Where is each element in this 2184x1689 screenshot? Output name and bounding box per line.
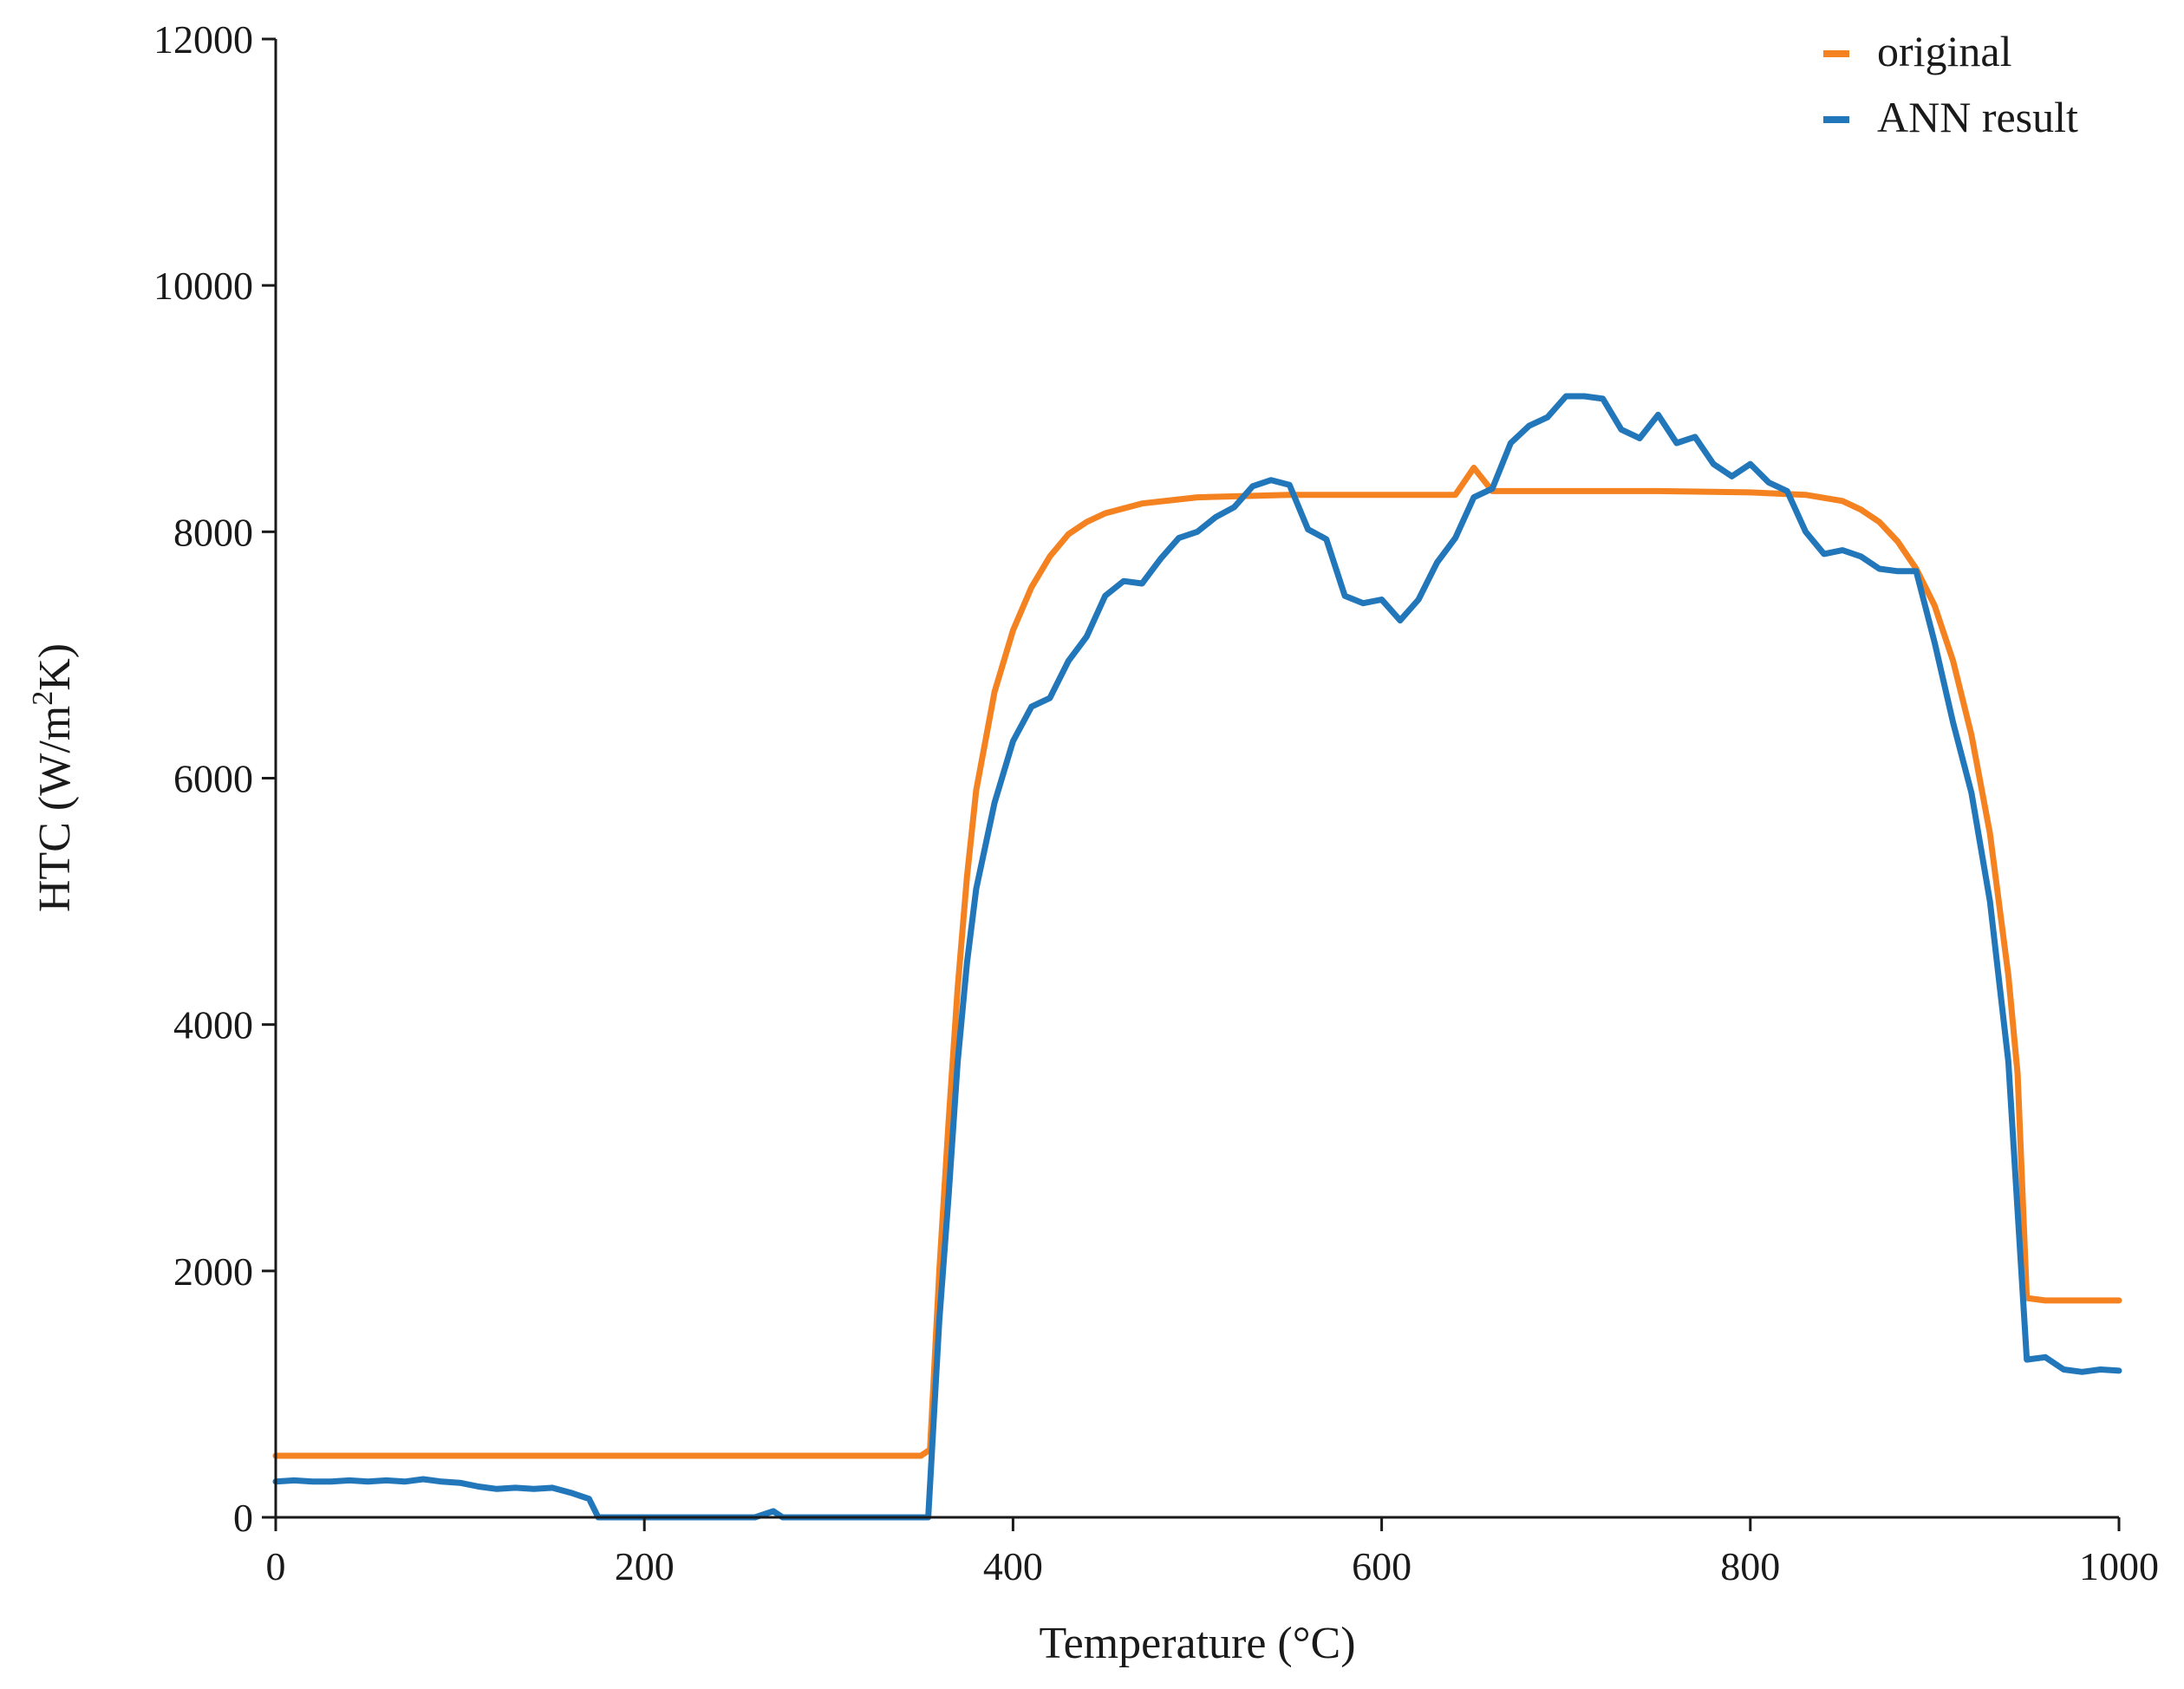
x-tick-label: 800: [1720, 1544, 1780, 1588]
x-axis-title: Temperature (°C): [1039, 1619, 1355, 1668]
y-axis-title: HTC (W/m2K): [27, 643, 80, 912]
y-tick-label: 8000: [173, 510, 253, 554]
x-tick-label: 400: [983, 1544, 1043, 1588]
series-line-ann-result: [272, 393, 2122, 1521]
x-tick-label: 1000: [2079, 1544, 2159, 1588]
y-tick-label: 12000: [153, 17, 253, 62]
series-line-original: [272, 465, 2122, 1459]
x-tick-label: 200: [615, 1544, 675, 1588]
y-tick-label: 4000: [173, 1003, 253, 1047]
legend-label-ann-result: ANN result: [1877, 93, 2078, 141]
series-layer: [272, 393, 2122, 1521]
legend: original ANN result: [1823, 27, 2078, 141]
axes-layer: [274, 39, 2119, 1519]
y-tick-label: 2000: [173, 1249, 253, 1294]
ticks-layer: 0 200 400 600 800 100002000400060008000100001…: [153, 17, 2159, 1588]
y-tick-label: 10000: [153, 264, 253, 308]
x-tick-label: 0: [266, 1544, 286, 1588]
x-tick-label: 600: [1352, 1544, 1411, 1588]
y-tick-label: 6000: [173, 757, 253, 801]
y-tick-label: 0: [233, 1496, 253, 1540]
legend-label-original: original: [1877, 27, 2012, 75]
